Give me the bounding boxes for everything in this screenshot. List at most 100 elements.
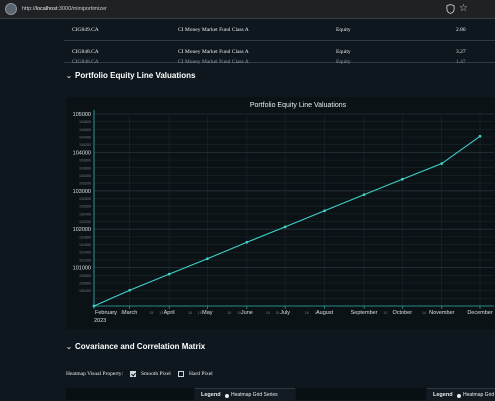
x-tick-label: April	[164, 310, 175, 316]
weight-value: 1.47	[456, 59, 466, 65]
url-prefix: http://	[22, 6, 36, 12]
data-point	[323, 209, 326, 213]
asset-type: Equity	[336, 59, 351, 65]
y-tick-label: 105000	[73, 112, 91, 118]
legend-item-label: Heatmap Grid Series	[231, 392, 278, 398]
x-tick-label: September	[351, 310, 378, 316]
x-tick-label: June	[241, 310, 253, 316]
weight-value: 2.80	[456, 27, 466, 33]
x-minor-tick-label: 14	[422, 311, 426, 315]
chart-title: Portfolio Equity Line Valuations	[250, 102, 347, 109]
x-minor-tick-label: 15	[275, 311, 279, 315]
y-minor-tick-label: 103800	[79, 159, 91, 163]
y-minor-tick-label: 103400	[79, 174, 91, 178]
url-host: localhost	[35, 6, 58, 12]
x-minor-tick-label: 15	[159, 311, 163, 315]
legend-title: Legend	[433, 392, 453, 398]
x-minor-tick-label: 15	[237, 311, 241, 315]
data-point	[400, 177, 404, 181]
hard-pixel-checkbox[interactable]	[178, 371, 184, 377]
fund-code: CIG848.CA	[72, 59, 99, 65]
data-point	[205, 257, 209, 261]
y-minor-tick-label: 100800	[79, 274, 91, 278]
data-point	[283, 225, 287, 229]
y-tick-label: 102000	[73, 227, 91, 233]
section-title: Portfolio Equity Line Valuations	[75, 71, 196, 80]
y-minor-tick-label: 101600	[79, 243, 91, 247]
browser-toolbar: http://localhost:3000/miniportimizer ☆	[0, 0, 495, 19]
y-minor-tick-label: 102200	[79, 220, 91, 224]
y-minor-tick-label: 103200	[79, 182, 91, 186]
data-point	[245, 240, 249, 244]
weight-value: 3.27	[456, 49, 466, 55]
x-tick-label: October	[393, 310, 413, 316]
x-minor-tick-label: 13	[383, 311, 387, 315]
y-minor-tick-label: 102800	[79, 197, 91, 201]
legend-item-label: Heatmap Grid	[463, 392, 495, 398]
x-year-label: 2023	[94, 318, 106, 324]
asset-type: Equity	[336, 27, 351, 33]
legend-title: Legend	[201, 392, 221, 398]
chevron-down-icon: ⌄	[66, 344, 72, 351]
x-tick-label: November	[429, 310, 455, 316]
section-line-valuations[interactable]: ⌄ Portfolio Equity Line Valuations	[66, 71, 195, 80]
y-minor-tick-label: 104400	[79, 136, 91, 140]
x-tick-label: May	[202, 310, 213, 316]
x-minor-tick-label: 15	[188, 311, 192, 315]
data-point	[440, 162, 444, 165]
y-minor-tick-label: 101200	[79, 258, 91, 262]
x-minor-tick-label: 15	[266, 311, 270, 315]
smooth-pixel-label: Smooth Pixel	[141, 371, 171, 377]
fund-code: CIG848.CA	[72, 49, 99, 55]
y-minor-tick-label: 103600	[79, 166, 91, 170]
y-minor-tick-label: 102600	[79, 205, 91, 209]
shield-icon[interactable]	[446, 4, 455, 14]
fund-code: CIG849.CA	[72, 27, 99, 33]
series-line	[93, 135, 481, 307]
x-tick-label: July	[280, 310, 290, 316]
y-minor-tick-label: 104200	[79, 143, 91, 147]
data-point	[167, 272, 171, 276]
y-minor-tick-label: 104600	[79, 128, 91, 132]
heatmap-legend: Legend Heatmap Grid	[427, 388, 495, 401]
x-minor-tick-label: 15	[149, 311, 153, 315]
y-tick-label: 104000	[73, 150, 91, 156]
section-title: Covariance and Correlation Matrix	[75, 342, 206, 351]
fund-name: CI Money Market Fund Class A	[178, 27, 249, 33]
x-tick-label: March	[122, 310, 137, 316]
y-minor-tick-label: 101400	[79, 251, 91, 255]
y-minor-tick-label: 100600	[79, 281, 91, 285]
data-point	[478, 134, 482, 138]
site-favicon-icon	[5, 3, 17, 15]
smooth-pixel-checkbox[interactable]	[130, 371, 136, 377]
y-minor-tick-label: 101800	[79, 235, 91, 239]
heatmap-panel	[296, 388, 426, 400]
table-row: CIG849.CA CI Money Market Fund Class A E…	[64, 18, 495, 41]
chevron-down-icon: ⌄	[66, 73, 72, 80]
fund-name: CI Money Market Fund Class A	[178, 59, 249, 65]
x-minor-tick-label: 15	[112, 311, 116, 315]
x-minor-tick-label: 15	[227, 311, 231, 315]
equity-line-chart: Portfolio Equity Line Valuations 101000 10…	[66, 97, 495, 329]
y-minor-tick-label: 100400	[79, 289, 91, 293]
y-minor-tick-label: 102400	[79, 212, 91, 216]
hard-pixel-label: Hard Pixel	[189, 371, 213, 377]
url-path: :3000/miniportimizer	[57, 6, 108, 12]
y-tick-label: 103000	[73, 189, 91, 195]
x-minor-tick-label: 16	[305, 311, 309, 315]
y-tick-label: 101000	[73, 266, 91, 272]
data-point	[92, 304, 96, 308]
x-minor-tick-label: 17	[315, 311, 319, 315]
fund-name: CI Money Market Fund Class A	[178, 49, 249, 55]
x-minor-tick-label: 15	[198, 311, 202, 315]
heatmap-property-label: Heatmap Visual Property:	[66, 371, 124, 377]
data-point	[128, 288, 132, 292]
chart-svg: Portfolio Equity Line Valuations 101000 10…	[73, 102, 494, 324]
bookmark-star-icon[interactable]: ☆	[459, 3, 468, 14]
table-row: CIG848.CA CI Money Market Fund Class A E…	[64, 40, 495, 63]
x-minor-tick-label: 15	[121, 311, 125, 315]
x-tick-label: August	[316, 310, 334, 316]
section-covariance[interactable]: ⌄ Covariance and Correlation Matrix	[66, 342, 205, 351]
address-bar[interactable]: http://localhost:3000/miniportimizer	[22, 0, 107, 18]
x-tick-label: December	[467, 310, 493, 316]
